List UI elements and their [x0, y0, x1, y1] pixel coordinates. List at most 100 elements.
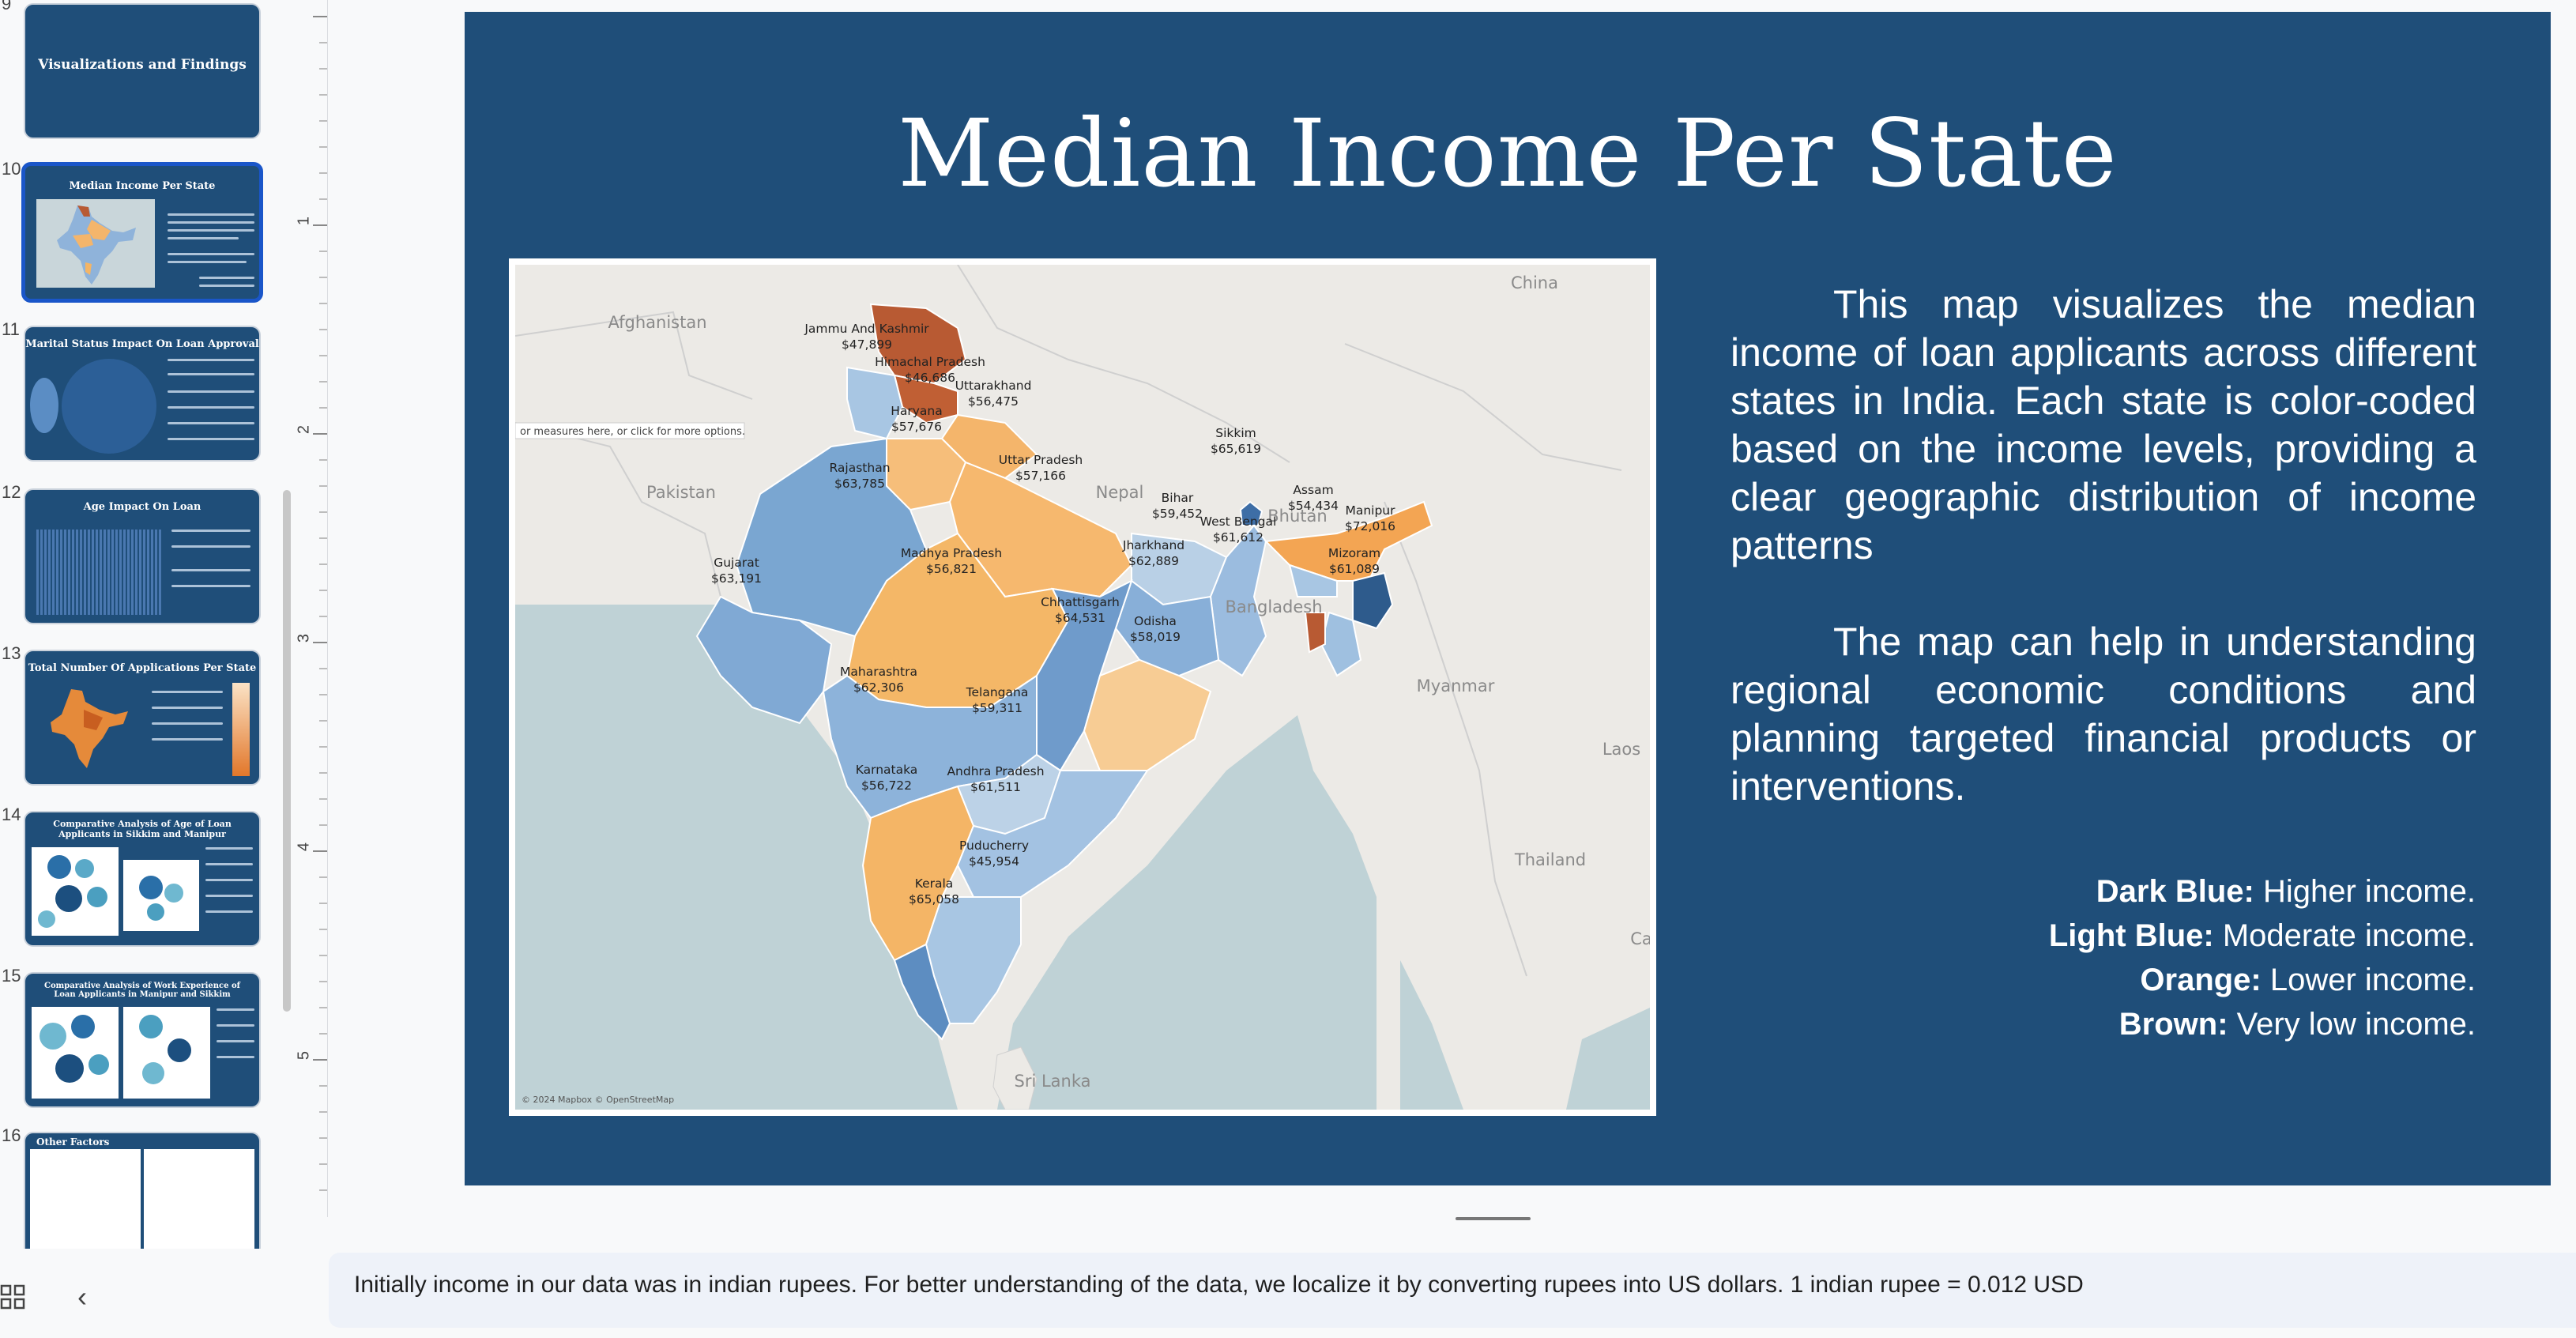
state-andhra-pradesh[interactable] [956, 770, 1149, 898]
state-label-value: $56,821 [926, 562, 977, 576]
thumbnail-text-line [205, 847, 253, 850]
ruler-tick [313, 642, 327, 643]
thumbnail-title: Comparative Analysis of Age of Loan Appl… [53, 819, 232, 839]
ruler-tick [319, 876, 327, 878]
legend-desc: Higher income. [2262, 874, 2476, 909]
filmstrip-slide-16[interactable]: 16 Other Factors [0, 1125, 292, 1249]
state-label-value: $59,311 [972, 701, 1022, 715]
ruler-tick [319, 746, 327, 748]
thumbnail-text-line [168, 390, 254, 393]
slide-thumbnail[interactable]: Marital Status Impact On Loan Approval [24, 326, 261, 462]
state-label-value: $61,612 [1213, 530, 1264, 545]
country-label-bangladesh: Bangladesh [1225, 597, 1322, 616]
slide-thumbnail[interactable]: Comparative Analysis of Work Experience … [24, 972, 261, 1108]
map-description[interactable]: This map visualizes the median income of… [1731, 281, 2476, 859]
slide-thumbnail[interactable]: Visualizations and Findings [24, 3, 261, 139]
thumbnail-text-line [168, 237, 239, 239]
ruler-tick [319, 1137, 327, 1139]
thumbnail-text-line [205, 863, 253, 865]
thumbnail-title: Comparative Analysis of Work Experience … [44, 982, 240, 999]
slide-number: 14 [2, 805, 21, 824]
ruler-number: 3 [295, 633, 313, 643]
filmstrip-scrollbar[interactable] [283, 490, 291, 1012]
slide-title[interactable]: Median Income Per State [898, 99, 2118, 208]
state-label-value: $54,434 [1288, 499, 1339, 513]
slide-thumbnail[interactable]: Other Factors [24, 1132, 261, 1249]
filmstrip-slide-9[interactable]: 9 Visualizations and Findings [0, 0, 292, 142]
slide-thumbnail[interactable]: Total Number Of Applications Per State [24, 650, 261, 786]
ruler-tick [319, 903, 327, 904]
south-china-sea [1566, 1008, 1650, 1110]
state-label-name: Jammu And Kashmir [804, 322, 929, 336]
state-label-name: Mizoram [1328, 546, 1380, 560]
ruler-tick [319, 94, 327, 96]
filmstrip-slide-12[interactable]: 12 Age Impact On Loan [0, 482, 292, 631]
thumbnail-bubble-chart [123, 1007, 210, 1099]
state-kerala[interactable] [893, 943, 951, 1041]
filmstrip-slide-13[interactable]: 13 Total Number Of Applications Per Stat… [0, 643, 292, 792]
state-jammu-and-kashmir[interactable] [869, 303, 967, 385]
state-tripura[interactable] [1304, 612, 1326, 654]
legend-desc: Moderate income. [2222, 918, 2476, 953]
ruler-tick [319, 198, 327, 200]
filmstrip-slide-15[interactable]: 15 Comparative Analysis of Work Experien… [0, 966, 292, 1114]
notes-resize-handle[interactable] [1456, 1217, 1531, 1220]
thumbnail-title: Age Impact On Loan [83, 501, 201, 513]
legend-item-dark-blue: Dark Blue: Higher income. [2049, 869, 2476, 914]
speaker-notes-text[interactable]: Initially income in our data was in indi… [354, 1272, 2084, 1298]
country-label-sri-lanka: Sri Lanka [1014, 1072, 1090, 1091]
slide-thumbnail[interactable]: Age Impact On Loan [24, 488, 261, 624]
color-legend[interactable]: Dark Blue: Higher income. Light Blue: Mo… [2049, 869, 2476, 1046]
thumbnail-text-line [168, 373, 254, 375]
state-meghalaya[interactable] [1288, 563, 1338, 597]
speaker-notes[interactable]: Initially income in our data was in indi… [329, 1253, 2576, 1328]
state-label-name: Telangana [966, 685, 1029, 699]
ruler-tick [319, 590, 327, 591]
border-line [515, 311, 753, 400]
state-sikkim[interactable] [1239, 500, 1264, 526]
state-labels: Jammu And Kashmir$47,899 Himachal Pradesh… [711, 322, 1395, 906]
thumbnail-bubble [62, 359, 156, 454]
state-shapes [695, 303, 1433, 1041]
grid-view-button[interactable] [0, 1284, 25, 1310]
filmstrip-slide-11[interactable]: 11 Marital Status Impact On Loan Approva… [0, 319, 292, 468]
state-gujarat[interactable] [695, 595, 833, 725]
ruler-tick [313, 1059, 327, 1061]
filmstrip-slide-14[interactable]: 14 Comparative Analysis of Age of Loan A… [0, 805, 292, 953]
state-jharkhand[interactable] [1114, 579, 1220, 677]
thumbnail-text-line [205, 895, 253, 897]
slide-thumbnail[interactable]: Comparative Analysis of Age of Loan Appl… [24, 811, 261, 947]
filmstrip-slide-10[interactable]: 10 Median Income Per State [0, 159, 292, 304]
state-label-name: West Bengal [1200, 514, 1277, 529]
country-label-china: China [1511, 273, 1558, 292]
state-label-name: Karnataka [856, 763, 918, 777]
thumbnail-text-line [152, 707, 223, 709]
ruler-tick [319, 1085, 327, 1087]
slide-canvas[interactable]: Median Income Per State [465, 12, 2551, 1185]
ruler-number: 1 [295, 216, 313, 226]
legend-desc: Very low income. [2236, 1007, 2476, 1042]
country-label-myanmar: Myanmar [1417, 677, 1495, 695]
state-label-value: $57,676 [891, 420, 942, 434]
state-odisha[interactable] [1083, 658, 1212, 771]
ruler-tick [319, 42, 327, 43]
ruler-tick [319, 277, 327, 278]
state-label-value: $64,531 [1055, 611, 1105, 625]
thumbnail-text-line [168, 359, 254, 361]
state-label-name: Maharashtra [840, 665, 917, 679]
slide-number: 12 [2, 482, 21, 502]
ruler-tick [319, 537, 327, 539]
legend-desc: Lower income. [2269, 963, 2476, 997]
chevron-left-icon: ‹ [77, 1280, 87, 1313]
ruler-number: 5 [295, 1050, 313, 1061]
ruler-tick [319, 1111, 327, 1113]
collapse-filmstrip-button[interactable]: ‹ [77, 1283, 98, 1311]
state-manipur[interactable] [1352, 571, 1394, 630]
country-label-nepal: Nepal [1096, 483, 1144, 502]
arabian-sea [515, 605, 958, 1110]
slide-thumbnail-selected[interactable]: Median Income Per State [21, 162, 263, 303]
india-income-map[interactable]: Afghanistan Pakistan China Nepal Bhutan … [509, 258, 1656, 1116]
state-label-name: Uttarakhand [955, 379, 1032, 393]
thumbnail-text-line [168, 261, 247, 263]
state-label-name: Gujarat [714, 556, 759, 570]
